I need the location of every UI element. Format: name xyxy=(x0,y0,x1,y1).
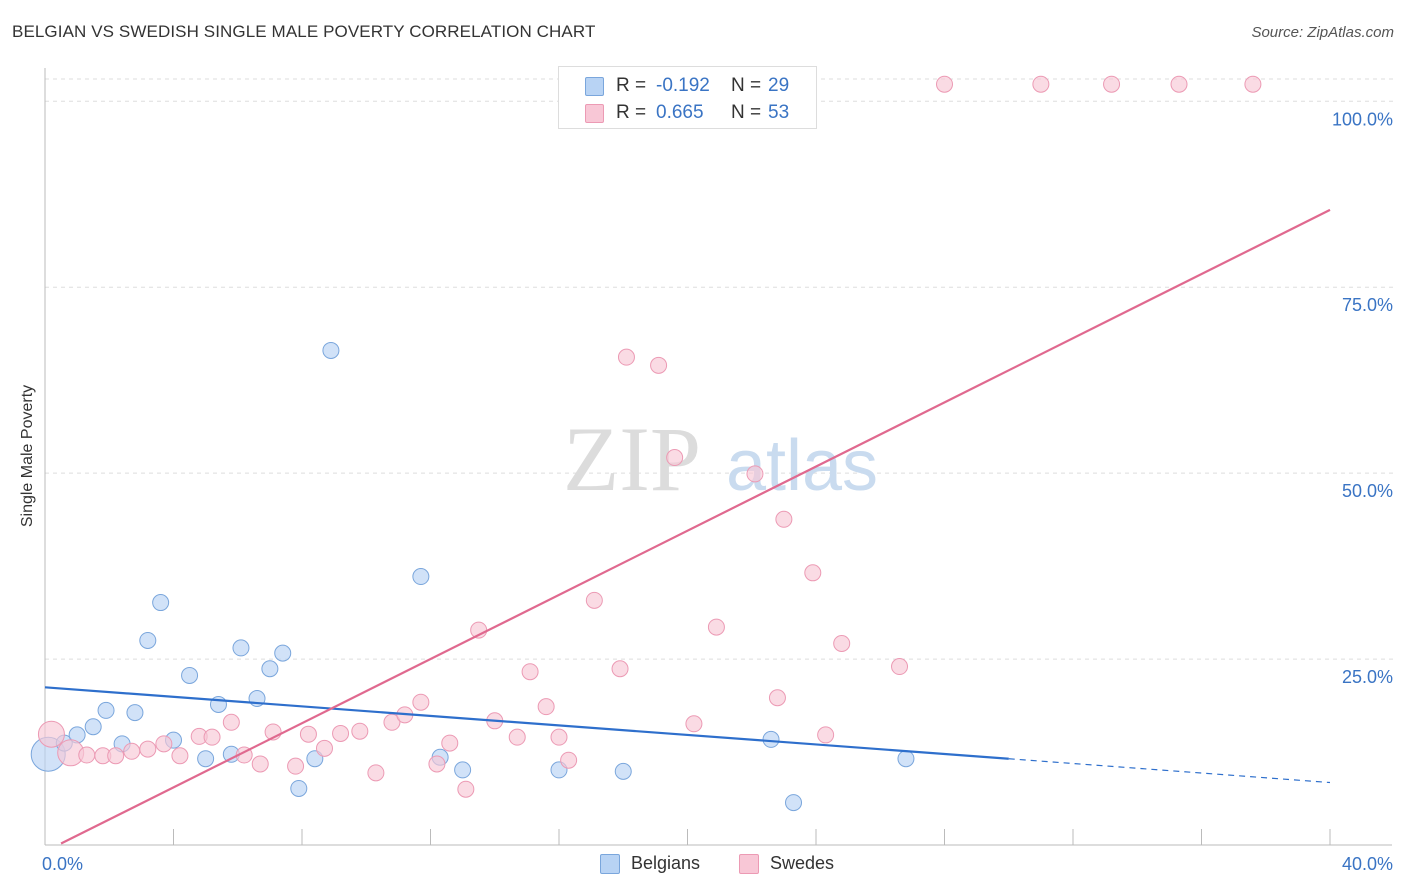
swede-point xyxy=(817,726,835,744)
belgian-point xyxy=(84,718,102,736)
belgian-point xyxy=(897,750,915,768)
stats-r-label: R = xyxy=(616,75,647,96)
tick-labels: 25.0% 50.0% 75.0% 100.0% 0.0% 40.0% xyxy=(42,109,1393,874)
belgian-point xyxy=(232,639,250,657)
swede-point xyxy=(107,747,125,765)
belgian-point xyxy=(152,594,170,612)
swede-point xyxy=(412,693,430,711)
trend-lines xyxy=(44,208,1331,845)
swede-legend-swatch xyxy=(739,854,759,874)
swede-point xyxy=(521,663,539,681)
belgian-swatch xyxy=(585,77,604,96)
axes xyxy=(44,68,1392,846)
swede-point xyxy=(891,658,909,676)
belgian-point xyxy=(762,730,780,748)
swede-point xyxy=(222,713,240,731)
swede-point xyxy=(768,689,786,707)
stats-r-label: R = xyxy=(616,102,647,123)
swede-point xyxy=(78,746,96,764)
swede-point xyxy=(383,713,401,731)
belgian-point xyxy=(97,701,115,719)
swede-point xyxy=(37,720,65,748)
swede-point xyxy=(650,356,668,374)
belgian-point xyxy=(139,631,157,649)
swede-point xyxy=(367,764,385,782)
belgian-trend-extension xyxy=(1008,758,1331,784)
belgian-point xyxy=(261,660,279,678)
swede-point xyxy=(171,747,189,765)
swede-point xyxy=(707,618,725,636)
legend-label: Belgians xyxy=(631,853,701,873)
swede-point xyxy=(550,728,568,746)
swede-point xyxy=(666,449,684,467)
y-tick-label: 25.0% xyxy=(1342,667,1393,687)
swede-point xyxy=(936,75,953,93)
swede-point xyxy=(441,734,459,752)
swede-point xyxy=(775,510,793,528)
swede-point xyxy=(1103,75,1121,93)
swede-point xyxy=(617,348,635,366)
watermark-atlas: atlas xyxy=(726,426,878,506)
stats-r-value: 0.665 xyxy=(656,102,704,123)
y-tick-label: 100.0% xyxy=(1332,109,1393,129)
stats-n-value: 29 xyxy=(768,75,790,96)
swede-point xyxy=(428,755,446,773)
swede-point xyxy=(332,724,350,742)
y-tick-label: 75.0% xyxy=(1342,295,1393,315)
belgian-legend-swatch xyxy=(600,854,620,874)
y-tick-label: 50.0% xyxy=(1342,481,1393,501)
stats-n-value: 53 xyxy=(768,102,790,123)
belgian-point xyxy=(322,341,340,359)
swede-point xyxy=(123,742,141,760)
chart-source: Source: ZipAtlas.com xyxy=(1251,24,1394,41)
swede-point xyxy=(1170,75,1188,93)
swede-point xyxy=(1032,75,1050,93)
swede-point xyxy=(611,660,629,678)
swede-point xyxy=(804,564,822,582)
data-points xyxy=(30,75,1262,812)
swede-swatch xyxy=(585,104,604,123)
swede-point xyxy=(457,780,475,798)
swede-point xyxy=(251,755,269,773)
belgian-point xyxy=(306,750,324,768)
belgian-trend-line xyxy=(44,686,1009,760)
stats-n-label: N = xyxy=(731,102,762,123)
swede-point xyxy=(560,751,578,769)
belgian-point xyxy=(181,666,199,684)
stats-n-label: N = xyxy=(731,75,762,96)
swede-point xyxy=(299,725,317,743)
swede-trend-line xyxy=(60,208,1331,845)
stats-box: R = -0.192 N = 29 R = 0.665 N = 53 xyxy=(558,66,817,129)
stats-r-value: -0.192 xyxy=(656,75,710,96)
belgian-point xyxy=(126,704,144,722)
swede-point xyxy=(508,728,526,746)
y-axis-label: Single Male Poverty xyxy=(19,384,36,528)
belgian-point xyxy=(412,568,430,586)
belgian-point xyxy=(785,794,803,812)
swede-point xyxy=(585,591,603,609)
belgian-point xyxy=(454,761,472,779)
swede-point xyxy=(139,740,157,758)
swede-point xyxy=(833,634,851,652)
x-tick-label: 40.0% xyxy=(1342,854,1393,874)
belgian-point xyxy=(274,644,292,662)
belgian-point xyxy=(197,750,215,768)
swede-point xyxy=(315,739,333,757)
swede-point xyxy=(351,722,369,740)
belgian-point xyxy=(290,779,308,797)
swede-point xyxy=(537,698,555,716)
swede-point xyxy=(1244,75,1262,93)
chart-title: BELGIAN VS SWEDISH SINGLE MALE POVERTY C… xyxy=(12,22,596,41)
legend-label: Swedes xyxy=(770,853,835,873)
swede-point xyxy=(685,715,703,733)
x-tick-label: 0.0% xyxy=(42,854,83,874)
swede-point xyxy=(746,465,764,483)
grid-lines xyxy=(45,78,1395,660)
swede-point xyxy=(155,735,173,753)
belgian-point xyxy=(614,762,632,780)
swede-point xyxy=(287,757,305,775)
swede-point xyxy=(203,728,221,746)
